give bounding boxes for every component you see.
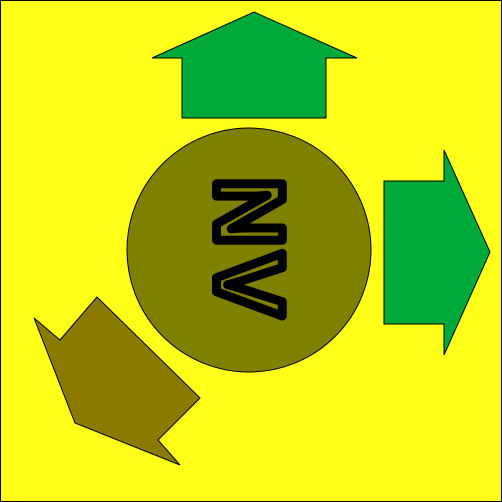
arrow-right xyxy=(383,149,491,356)
arrow-down-left xyxy=(33,296,201,466)
captcha-text: NV xyxy=(196,177,303,322)
center-circle xyxy=(126,127,372,373)
arrow-up xyxy=(151,11,358,119)
